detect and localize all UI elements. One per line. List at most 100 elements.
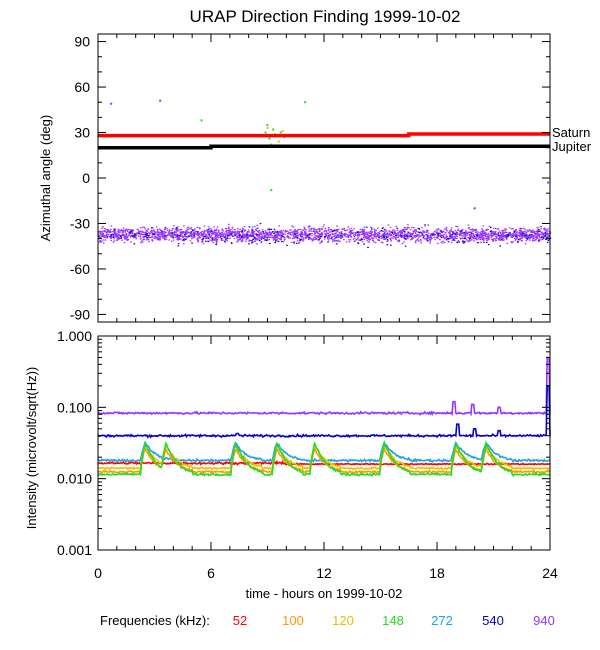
df-point [254, 237, 257, 239]
df-point [548, 237, 551, 239]
df-point [241, 235, 243, 237]
df-point [282, 241, 285, 243]
df-point [336, 225, 338, 227]
df-point [113, 228, 115, 230]
df-point [415, 235, 418, 238]
df-point [328, 231, 331, 233]
frequency-legend: Frequencies (kHz): 52 100 120 148 272 540 940 [100, 613, 555, 628]
df-point [121, 239, 123, 241]
df-point [262, 232, 265, 234]
df-point [151, 239, 154, 241]
df-point [236, 231, 238, 233]
df-point [231, 230, 234, 232]
df-point [540, 236, 543, 238]
df-point [427, 234, 429, 236]
df-point [162, 234, 164, 236]
df-point [186, 231, 189, 233]
df-point [225, 231, 227, 233]
df-point [543, 233, 545, 235]
df-point [159, 239, 161, 241]
df-point [171, 232, 174, 234]
chart-title: URAP Direction Finding 1999-10-02 [190, 7, 461, 26]
df-point [469, 231, 471, 233]
df-point [196, 237, 199, 239]
df-point [202, 237, 204, 239]
df-point [308, 230, 310, 232]
df-point [323, 231, 325, 233]
df-point [292, 237, 294, 239]
df-point [526, 238, 528, 240]
df-point [397, 240, 399, 242]
df-point [215, 239, 218, 241]
df-point [412, 235, 415, 237]
df-point [217, 237, 220, 239]
df-point [447, 241, 450, 243]
df-point [385, 235, 387, 237]
df-point [318, 238, 320, 240]
df-point [529, 234, 531, 236]
df-point [412, 237, 414, 239]
df-point [479, 235, 481, 237]
df-point [146, 237, 148, 239]
df-point [526, 229, 529, 231]
df-point [336, 229, 338, 231]
df-point [538, 235, 541, 237]
df-point [482, 225, 485, 227]
df-point [378, 239, 380, 241]
df-point [514, 230, 517, 232]
df-point [396, 229, 399, 231]
df-point [450, 241, 453, 243]
df-point [326, 237, 329, 239]
df-point [533, 235, 535, 237]
df-point [182, 232, 185, 234]
df-point [186, 229, 189, 231]
df-point [196, 234, 198, 236]
df-point [138, 233, 140, 235]
df-point [170, 231, 172, 234]
df-point [534, 234, 537, 236]
df-point [332, 239, 335, 241]
df-point [387, 236, 389, 238]
df-point [177, 230, 179, 232]
df-point [157, 234, 159, 236]
df-point [266, 229, 269, 231]
df-point [190, 235, 192, 237]
df-point [318, 235, 320, 238]
df-point [482, 237, 485, 239]
df-point [246, 234, 248, 236]
df-point [282, 234, 285, 236]
df-point [156, 234, 159, 236]
df-point [318, 228, 320, 230]
df-point [225, 229, 228, 231]
df-point [196, 233, 198, 235]
df-point [236, 233, 238, 235]
df-point [244, 229, 247, 231]
df-point [202, 232, 205, 234]
df-point [233, 232, 235, 234]
df-point [157, 230, 159, 233]
df-point [321, 227, 323, 230]
df-point [525, 231, 528, 233]
df-point [389, 226, 392, 228]
df-point [162, 231, 165, 233]
df-point [415, 230, 418, 232]
df-point [272, 128, 275, 131]
df-point [164, 237, 166, 239]
df-point [266, 234, 269, 236]
df-point [495, 238, 497, 240]
df-point [531, 237, 534, 239]
df-point [381, 242, 384, 244]
df-point [348, 239, 350, 241]
df-point [545, 230, 548, 232]
df-point [432, 234, 434, 236]
df-point [488, 238, 490, 240]
df-point [277, 235, 279, 237]
df-point [283, 239, 285, 241]
df-point [371, 234, 373, 236]
df-point [395, 235, 397, 237]
df-point [396, 227, 399, 229]
df-point [128, 234, 131, 236]
df-point [523, 236, 525, 238]
df-point [216, 226, 219, 228]
